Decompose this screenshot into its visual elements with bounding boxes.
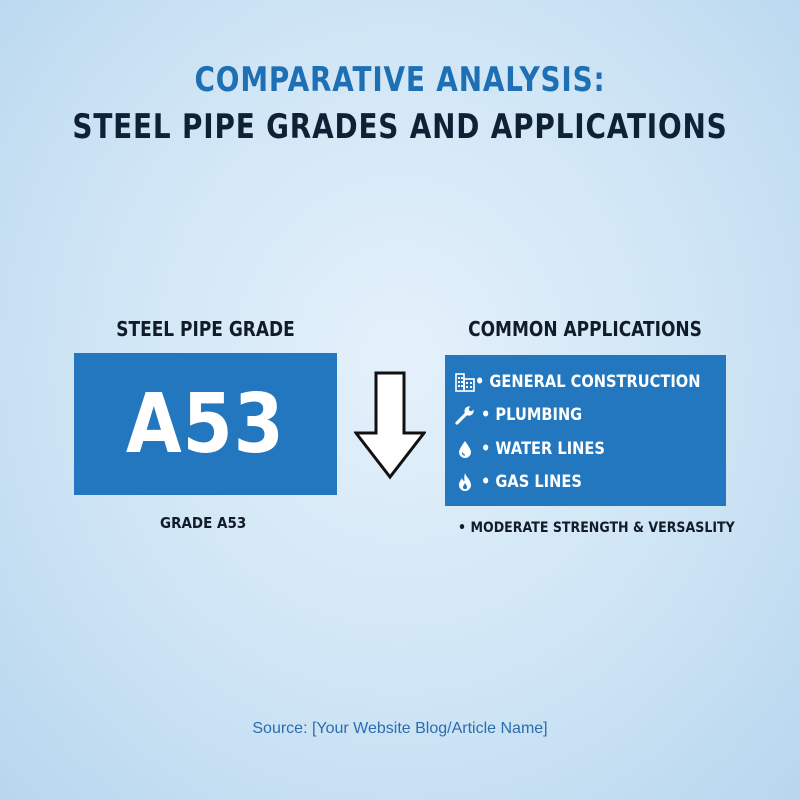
source-credit: Source: [Your Website Blog/Article Name]: [252, 720, 548, 737]
application-label: • PLUMBING: [481, 405, 583, 426]
title-line-1: COMPARATIVE ANALYSIS:: [194, 60, 606, 100]
application-label: • GENERAL CONSTRUCTION: [475, 371, 701, 392]
grade-heading: STEEL PIPE GRADE: [116, 317, 295, 341]
building-icon: [455, 371, 475, 393]
application-item-plumbing: • PLUMBING: [455, 399, 726, 433]
flame-icon: [455, 471, 481, 493]
applications-heading: COMMON APPLICATIONS: [468, 317, 702, 341]
applications-note: • MODERATE STRENGTH & VERSASLITY: [458, 520, 735, 536]
application-label: • GAS LINES: [481, 472, 582, 493]
wrench-icon: [455, 404, 481, 426]
applications-box: • GENERAL CONSTRUCTION • PLUMBING • WATE…: [445, 355, 726, 506]
grade-box: A53: [74, 353, 337, 495]
application-item-water-lines: • WATER LINES: [455, 432, 726, 466]
grade-caption: GRADE A53: [160, 514, 247, 532]
down-arrow-icon: [354, 371, 426, 480]
title-line-2: STEEL PIPE GRADES AND APPLICATIONS: [72, 107, 728, 147]
water-drop-icon: [455, 438, 481, 460]
application-item-gas-lines: • GAS LINES: [455, 466, 726, 500]
application-item-general-construction: • GENERAL CONSTRUCTION: [455, 365, 726, 399]
application-label: • WATER LINES: [481, 438, 605, 459]
grade-code: A53: [126, 376, 285, 472]
